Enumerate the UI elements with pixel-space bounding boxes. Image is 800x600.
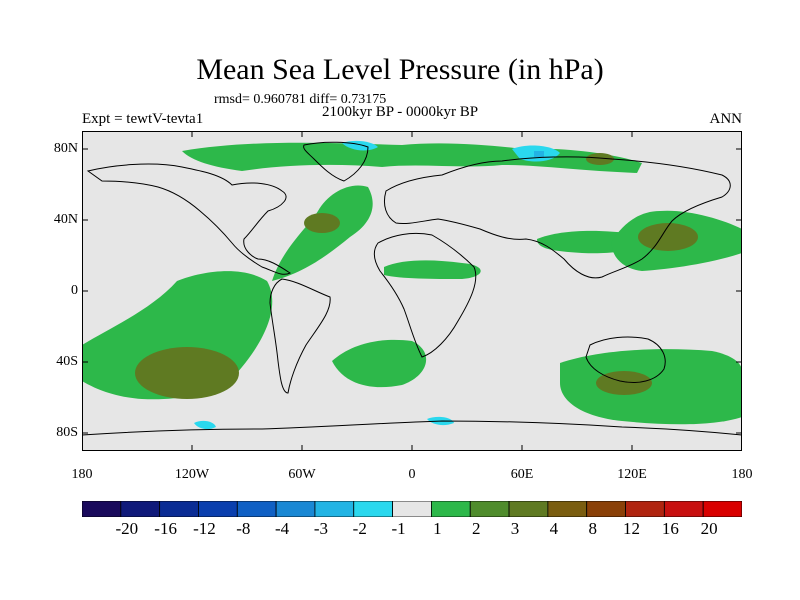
colorbar-swatch [702,501,742,517]
colorbar-label: 16 [661,519,679,538]
lat-tick-40s: 40S [56,354,78,369]
colorbar-label: -4 [275,519,290,538]
colorbar-swatch [392,501,432,517]
anomaly-core-south-pacific [135,347,239,399]
lon-tick-120w: 120W [174,467,210,482]
anomaly-negative-arctic-core [534,151,544,157]
colorbar-swatch [275,501,316,517]
colorbar-label: -2 [352,519,367,538]
experiment-label: Expt = tewtV-tevta1 [82,111,204,127]
colorbar-swatch [159,501,199,517]
colorbar-swatch [236,501,277,517]
anomaly-core-north-atlantic [304,213,340,233]
coastline-antarctica [82,420,742,436]
coastline-greenland [303,141,369,182]
colorbar-swatch [508,501,549,517]
coastline-australia [585,336,666,383]
lat-tick-0: 0 [71,283,78,298]
colorbar-label: 3 [510,519,520,538]
coastline-north-america [86,163,291,275]
coastline-africa [373,232,477,358]
colorbar-swatch [198,501,238,517]
colorbar-label: 12 [623,519,641,538]
coastline-south-america [269,278,331,394]
colorbar-swatch [120,501,161,517]
colorbar-label: -16 [154,519,177,538]
anomaly-south-atlantic [332,339,427,388]
colorbar-label: 20 [700,519,718,538]
lat-tick-40n: 40N [53,212,78,227]
lat-tick-80s: 80S [56,425,78,440]
colorbar-label: 2 [471,519,481,538]
anomaly-core-siberia [586,153,614,165]
colorbar-swatch [469,501,510,517]
colorbar [82,501,742,517]
colorbar-swatch [586,501,626,517]
colorbar-label: -3 [313,519,329,538]
colorbar-label: -1 [391,519,406,538]
coastline-eurasia [383,156,731,279]
colorbar-swatch [314,501,355,517]
lon-tick-180e: 180 [731,467,753,482]
colorbar-label: -20 [115,519,139,538]
period-label: 2100kyr BP - 0000kyr BP [322,104,479,120]
colorbar-label: 4 [549,519,559,538]
colorbar-swatch [353,501,393,517]
pressure-anomaly-map [82,131,742,451]
colorbar-swatch [663,501,704,517]
colorbar-swatch [625,501,665,517]
anomaly-core-south-indian [596,371,652,395]
lon-tick-120e: 120E [617,467,647,482]
lon-tick-180w: 180 [71,467,93,482]
colorbar-swatch [547,501,588,517]
anomaly-negative-antarctic-1 [194,420,216,430]
anomaly-tropical-atlantic [384,260,481,279]
colorbar-swatch [82,501,122,517]
lat-tick-80n: 80N [53,141,78,156]
anomaly-south-indian [560,349,742,425]
rmsd-diff-stats: rmsd= 0.960781 diff= 0.73175 [214,92,387,107]
anomaly-core-north-pacific [638,223,698,251]
anomaly-north-atlantic [272,185,373,281]
colorbar-label: 1 [433,519,442,538]
page-title: Mean Sea Level Pressure (in hPa) [196,53,604,86]
lon-tick-0: 0 [408,467,416,482]
lon-tick-60e: 60E [510,467,534,482]
colorbar-label: 8 [588,519,597,538]
colorbar-label: -12 [193,519,216,538]
lon-tick-60w: 60W [288,467,316,482]
colorbar-swatch [431,501,471,517]
colorbar-label: -8 [236,519,251,538]
season-label: ANN [709,111,743,127]
